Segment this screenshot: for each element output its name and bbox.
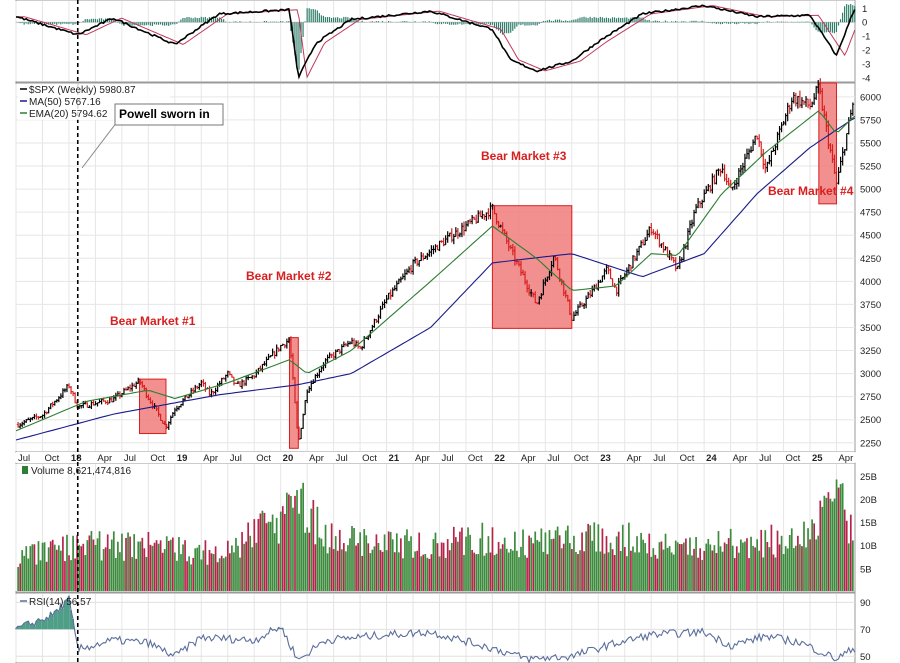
volume-panel: 5B 10B 15B 20B 25B <box>15 462 877 593</box>
bear-market-box <box>288 337 299 449</box>
volume-legend-swatch <box>22 466 28 474</box>
volume-legend: Volume 8,621,474,816 <box>22 466 132 477</box>
price-tick-label: 4500 <box>860 231 881 242</box>
x-tick-label: Oct <box>786 453 801 464</box>
x-tick-label: 25 <box>812 453 823 464</box>
x-tick-label: Apr <box>415 453 430 464</box>
macd-tick-label: -4 <box>862 73 870 84</box>
x-tick-label: Oct <box>680 453 695 464</box>
x-tick-label: 21 <box>389 453 400 464</box>
x-tick-label: Jul <box>124 453 136 464</box>
price-panel: 2250 2500 2750 3000 3250 3500 3750 4000 4250 4500… <box>15 78 881 453</box>
x-tick-label: 19 <box>177 453 188 464</box>
volume-tick-label: 5B <box>860 564 872 575</box>
macd-tick-label: -1 <box>862 32 870 43</box>
callout-pointer <box>81 121 118 169</box>
legend-ma-label: MA(50) 5767.16 <box>29 97 101 108</box>
x-tick-label: Apr <box>309 453 324 464</box>
volume-tick-label: 25B <box>860 472 877 483</box>
legend-price-label: $SPX (Weekly) 5980.87 <box>29 85 136 96</box>
x-tick-label: Apr <box>97 453 112 464</box>
x-tick-label: Apr <box>627 453 642 464</box>
price-tick-label: 5750 <box>860 115 881 126</box>
volume-legend-label: Volume 8,621,474,816 <box>31 466 132 477</box>
x-tick-label: Jul <box>336 453 348 464</box>
macd-histogram <box>15 4 856 70</box>
x-axis-band <box>16 452 855 463</box>
x-tick-label: Oct <box>44 453 59 464</box>
volume-bars <box>17 479 854 591</box>
price-tick-label: 4750 <box>860 208 881 219</box>
rsi-tick-label: 70 <box>860 625 871 636</box>
x-tick-label: Apr <box>203 453 218 464</box>
x-tick-label: 22 <box>494 453 505 464</box>
x-tick-label: Oct <box>256 453 271 464</box>
bear-market-box <box>818 82 837 205</box>
macd-frame <box>15 0 856 83</box>
x-tick-label: Jul <box>18 453 30 464</box>
x-tick-label: Oct <box>574 453 589 464</box>
callout-text: Powell sworn in <box>119 107 210 121</box>
x-axis: Jul Oct 18 Apr Jul Oct 19 Apr Jul Oct 20 Apr Jul Oct 2… <box>16 452 855 464</box>
x-tick-label: Oct <box>468 453 483 464</box>
macd-tick-label: -2 <box>862 46 870 57</box>
x-tick-label: Jul <box>441 453 453 464</box>
ema20-line <box>15 110 856 432</box>
x-tick-label: 23 <box>600 453 611 464</box>
macd-panel: 1 0 -1 -2 -3 -4 <box>15 0 870 84</box>
price-tick-label: 2500 <box>860 415 881 426</box>
bear-market-label: Bear Market #4 <box>768 184 854 198</box>
x-tick-label: Jul <box>759 453 771 464</box>
rsi-legend: RSI(14) 56.57 <box>20 597 92 608</box>
price-tick-label: 3250 <box>860 346 881 357</box>
rsi-frame <box>15 592 856 663</box>
bear-market-box <box>491 205 573 329</box>
volume-tick-label: 20B <box>860 495 877 506</box>
x-tick-label: Jul <box>547 453 559 464</box>
rsi-legend-label: RSI(14) 56.57 <box>29 597 92 608</box>
price-tick-label: 5250 <box>860 162 881 173</box>
rsi-panel: 90 70 50 <box>15 592 871 663</box>
volume-tick-label: 15B <box>860 518 877 529</box>
bear-market-label: Bear Market #1 <box>110 314 196 328</box>
macd-tick-label: 1 <box>862 4 867 15</box>
macd-line <box>15 4 856 80</box>
x-tick-label: Jul <box>230 453 242 464</box>
price-tick-label: 2750 <box>860 392 881 403</box>
macd-signal-line <box>16 5 856 79</box>
x-tick-label: Apr <box>733 453 748 464</box>
volume-tick-label: 10B <box>860 541 877 552</box>
x-tick-label: Apr <box>521 453 536 464</box>
rsi-tick-label: 50 <box>860 652 871 663</box>
bear-market-label: Bear Market #3 <box>481 149 567 163</box>
price-tick-label: 5500 <box>860 138 881 149</box>
price-tick-label: 4250 <box>860 254 881 265</box>
bear-market-label: Bear Market #2 <box>246 269 332 283</box>
x-tick-label: 20 <box>283 453 294 464</box>
ma50-line <box>15 117 856 441</box>
price-tick-label: 6000 <box>860 92 881 103</box>
x-tick-label: Apr <box>838 453 853 464</box>
price-tick-label: 3750 <box>860 300 881 311</box>
powell-callout: Powell sworn in <box>81 103 224 169</box>
rsi-line <box>15 594 856 663</box>
x-tick-label: Oct <box>362 453 377 464</box>
macd-tick-label: -3 <box>862 59 870 70</box>
price-tick-label: 3000 <box>860 369 881 380</box>
price-tick-label: 3500 <box>860 323 881 334</box>
x-tick-label: 18 <box>71 453 82 464</box>
x-tick-label: Jul <box>653 453 665 464</box>
macd-tick-label: 0 <box>862 18 867 29</box>
rsi-tick-label: 90 <box>860 598 871 609</box>
price-tick-label: 4000 <box>860 277 881 288</box>
x-tick-label: 24 <box>706 453 717 464</box>
callout-box <box>114 103 224 126</box>
legend-ema-label: EMA(20) 5794.62 <box>29 109 108 120</box>
price-tick-label: 2250 <box>860 438 881 449</box>
price-tick-label: 5000 <box>860 185 881 196</box>
x-tick-label: Oct <box>150 453 165 464</box>
